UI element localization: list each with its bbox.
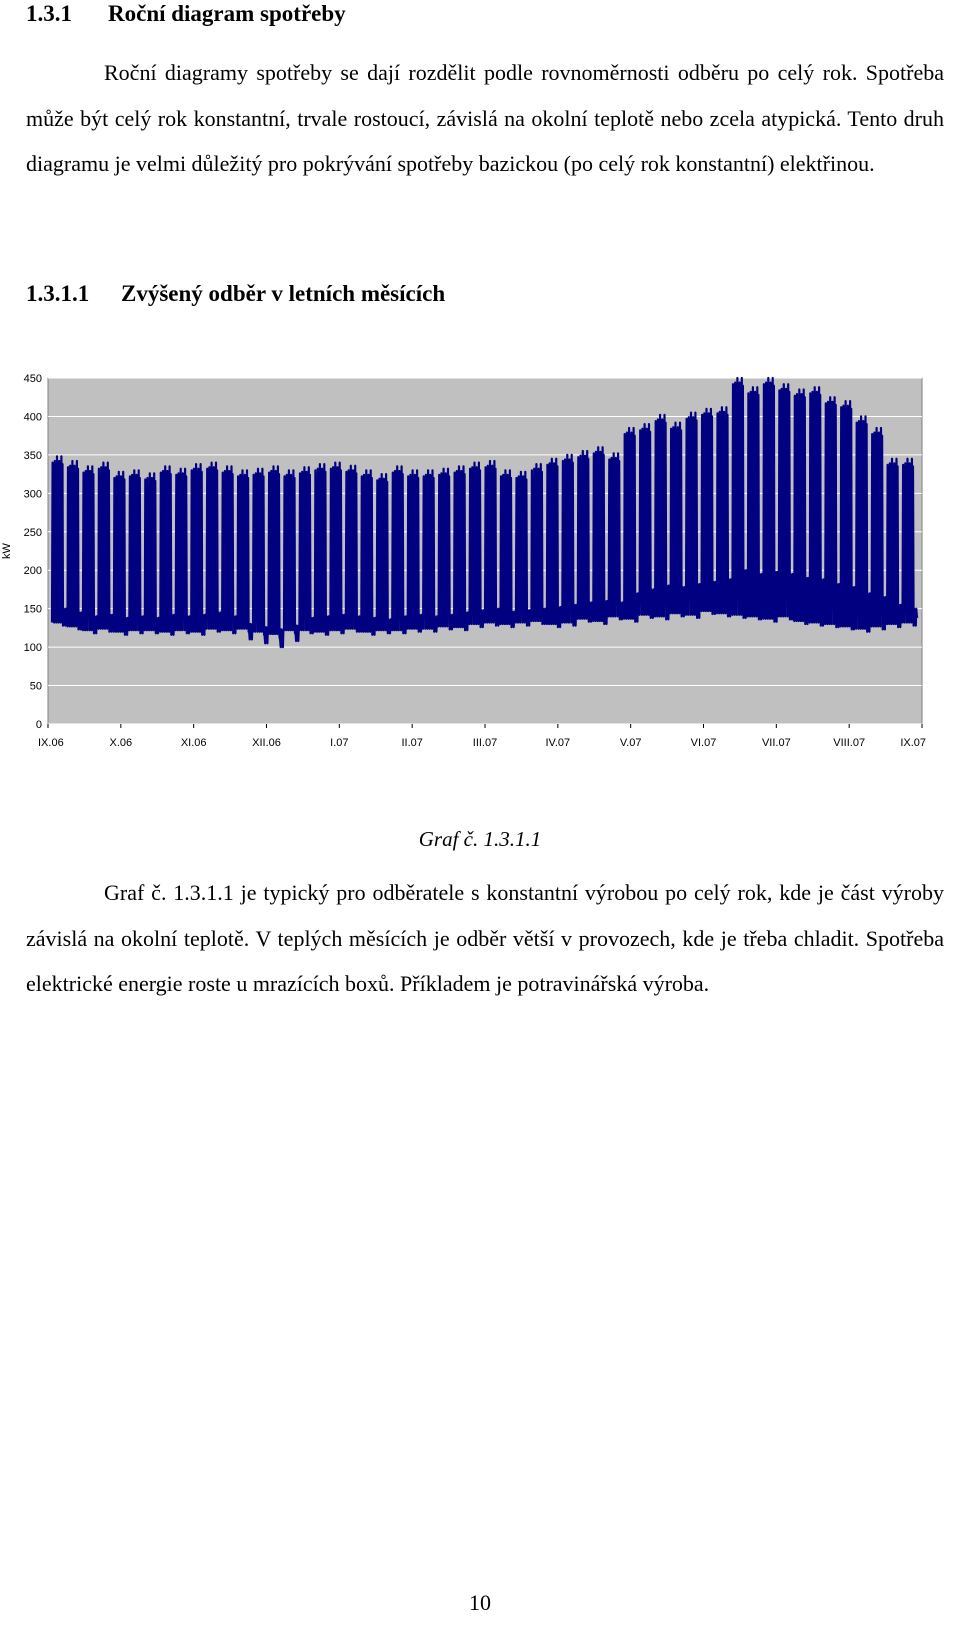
subsection-heading: 1.3.1.1 Zvýšený odběr v letních měsících <box>26 280 445 308</box>
x-tick-label: III.07 <box>473 737 497 749</box>
x-tick-label: XI.06 <box>181 737 207 749</box>
x-tick-label: V.07 <box>620 737 642 749</box>
y-tick-label: 0 <box>36 719 42 731</box>
subsection-number: 1.3.1.1 <box>26 281 90 306</box>
y-tick-label: 450 <box>24 373 42 385</box>
x-tick-label: I.07 <box>330 737 348 749</box>
consumption-chart: 0 50 100 150 200 250 300 350 400 450 IX.06 X.06 XI.… <box>0 370 960 780</box>
x-tick-label: X.06 <box>110 737 133 749</box>
y-tick-label: 350 <box>24 450 42 462</box>
section-number: 1.3.1 <box>26 1 72 26</box>
section-title: Roční diagram spotřeby <box>108 1 346 26</box>
x-tick-label: IV.07 <box>545 737 570 749</box>
y-tick-label: 150 <box>24 604 42 616</box>
y-tick-label: 400 <box>24 411 42 423</box>
x-tick-label: IX.07 <box>900 737 926 749</box>
y-tick-label: 250 <box>24 527 42 539</box>
series-line-kw <box>50 376 919 649</box>
chart-svg: 0 50 100 150 200 250 300 350 400 450 IX.06 X.06 XI.… <box>1 373 926 749</box>
x-tick-label: VIII.07 <box>833 737 865 749</box>
x-tick-label: IX.06 <box>38 737 64 749</box>
page-number: 10 <box>469 1590 491 1615</box>
paragraph-2: Graf č. 1.3.1.1 je typický pro odběratel… <box>26 880 944 996</box>
x-tick-label: II.07 <box>401 737 422 749</box>
y-axis-label: kW <box>1 542 13 559</box>
y-tick-label: 200 <box>24 565 42 577</box>
paragraph-1: Roční diagramy spotřeby se dají rozdělit… <box>26 60 944 176</box>
y-tick-label: 300 <box>24 488 42 500</box>
section-heading: 1.3.1 Roční diagram spotřeby <box>26 0 346 28</box>
subsection-title: Zvýšený odběr v letních měsících <box>121 281 446 306</box>
x-tick-label: VII.07 <box>762 737 791 749</box>
chart-caption: Graf č. 1.3.1.1 <box>418 827 542 851</box>
x-tick-label: VI.07 <box>691 737 717 749</box>
y-tick-label: 50 <box>30 681 42 693</box>
x-tick-label: XII.06 <box>252 737 281 749</box>
y-tick-label: 100 <box>24 642 42 654</box>
